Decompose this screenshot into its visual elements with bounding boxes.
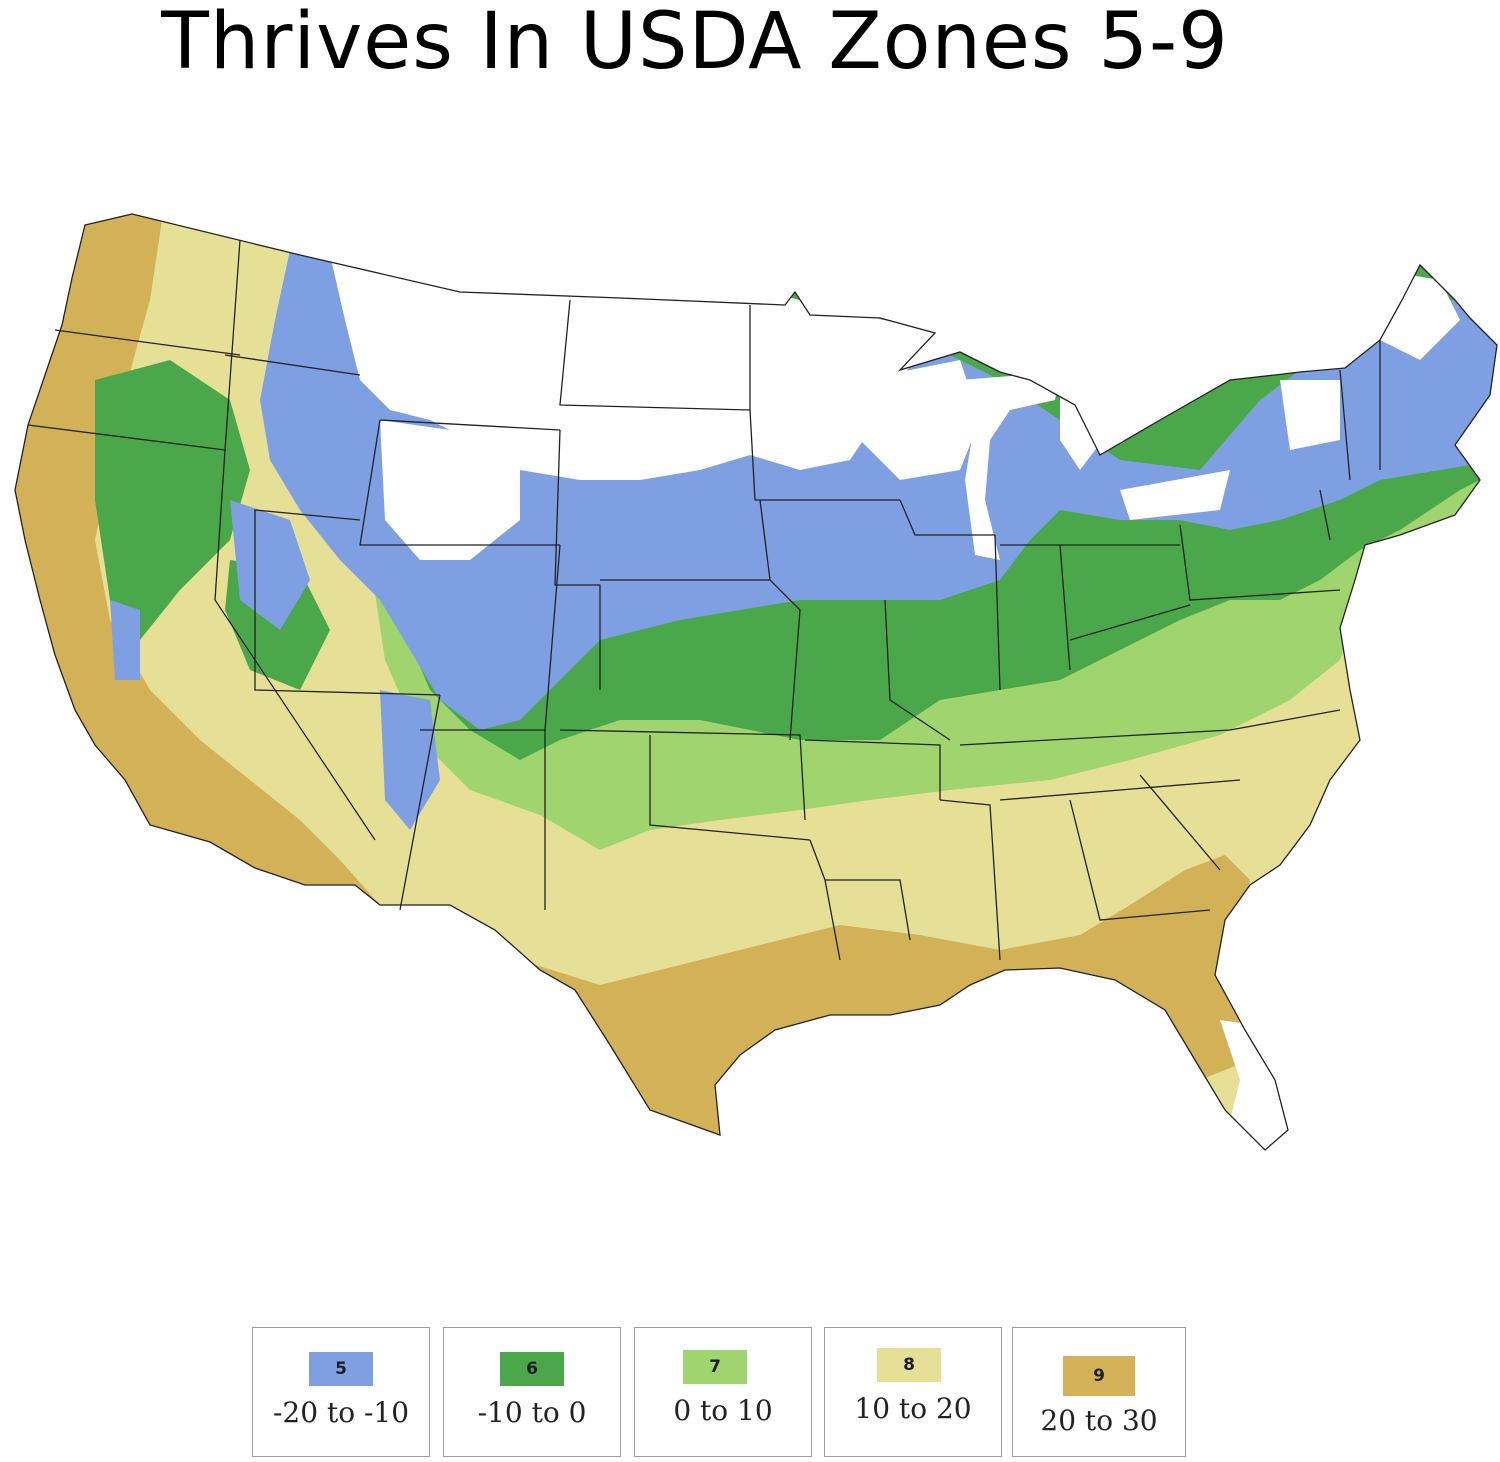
zone-5-range: -20 to -10	[272, 1396, 410, 1429]
zone-9-range: 20 to 30	[1040, 1404, 1158, 1437]
zone-8-swatch: 8	[877, 1348, 941, 1382]
zone-9-region-west	[15, 214, 380, 905]
legend-item-zone-5: 5 -20 to -10	[252, 1327, 430, 1457]
map-title: Thrives In USDA Zones 5-9	[161, 0, 1229, 87]
colder-region-north	[330, 255, 935, 480]
zone-6-region-west	[95, 360, 250, 640]
zone-9-swatch: 9	[1063, 1356, 1135, 1396]
zone-9-region-gulf	[520, 855, 1250, 1150]
zone-7-range: 0 to 10	[673, 1394, 773, 1427]
legend-item-zone-6: 6 -10 to 0	[443, 1327, 621, 1457]
zone-6-swatch: 6	[500, 1352, 564, 1386]
zone-5-swatch: 5	[309, 1352, 373, 1386]
legend-item-zone-8: 8 10 to 20	[824, 1327, 1002, 1457]
zone-6-range: -10 to 0	[477, 1396, 587, 1429]
great-lakes	[960, 372, 1060, 560]
legend-item-zone-9: 9 20 to 30	[1012, 1327, 1186, 1457]
usda-zone-map	[14, 213, 1498, 1151]
legend-item-zone-7: 7 0 to 10	[634, 1327, 812, 1457]
zone-8-range: 10 to 20	[854, 1392, 972, 1425]
zone-7-swatch: 7	[683, 1350, 747, 1384]
state-borders	[14, 213, 1498, 1151]
